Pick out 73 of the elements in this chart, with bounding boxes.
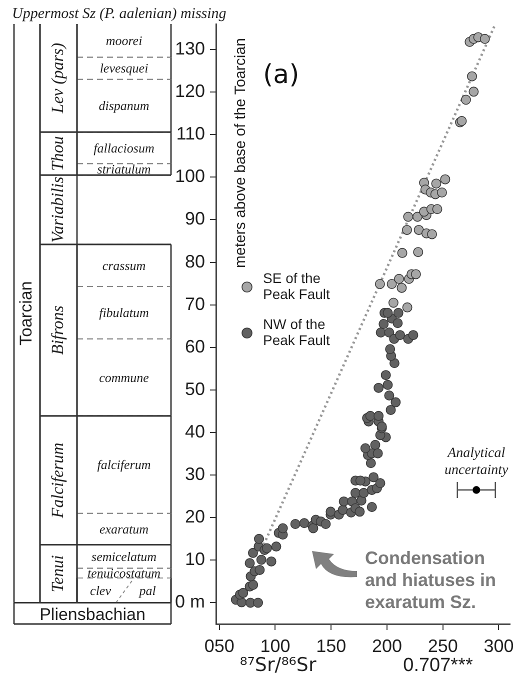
point [436, 188, 447, 198]
y-tick-label: 30 [184, 464, 205, 484]
text: semicelatum [92, 548, 156, 564]
point [388, 298, 398, 308]
point [440, 174, 450, 184]
y-tick-label: 90 [184, 208, 205, 229]
text: commune [99, 370, 150, 385]
y-tick-label: 50 [184, 378, 205, 399]
y-tick-label: 70 [184, 294, 205, 314]
x-tick-label: 300 [484, 636, 514, 656]
point [467, 71, 478, 82]
legend-label: NW of the Peak Fault [263, 316, 330, 348]
text: Bifrons [48, 305, 67, 355]
point [431, 178, 442, 189]
text: Falciferum [48, 442, 67, 520]
point [402, 224, 412, 235]
point [402, 302, 412, 312]
y-tick-label: 60 [184, 336, 205, 356]
point [397, 248, 408, 258]
point [403, 212, 414, 222]
text: levesquei [100, 60, 149, 76]
text: striatulum [97, 162, 151, 177]
text: 0.707*** [403, 655, 474, 676]
annotation: Analytical uncertainty [444, 446, 510, 478]
x-tick-label: 250 [428, 636, 458, 656]
y-tick-label: 130 [174, 38, 205, 58]
point [414, 224, 424, 235]
text: crassum [102, 258, 146, 273]
x-axis-title: ⁸⁷Sr/⁸⁶Sr [240, 654, 316, 676]
text: moorei [106, 33, 143, 48]
text: exaratum [99, 522, 149, 537]
y-tick-label: 100 [174, 166, 205, 186]
point [396, 282, 407, 293]
point [468, 86, 479, 97]
text: (a) [263, 60, 300, 90]
text: Pliensbachian [40, 605, 146, 624]
text: Variabilis [48, 176, 67, 243]
point [394, 274, 404, 284]
text: Thou [48, 136, 67, 172]
point [427, 229, 438, 240]
text: pal [138, 582, 156, 598]
text: Uppermost Sz (P. aalenian) missing [12, 6, 227, 22]
y-tick-label: 120 [174, 81, 205, 102]
point [413, 247, 424, 258]
x-tick-label: 200 [372, 636, 402, 656]
y-tick-label: 20 [184, 506, 205, 527]
text: Lev (pars) [48, 42, 67, 114]
text: dispanum [98, 98, 150, 114]
text: fallaciosum [94, 140, 154, 156]
point [410, 269, 421, 280]
y-tick-label: 80 [184, 251, 205, 272]
y-tick-label: 0 m [174, 592, 205, 612]
y-tick-label: 110 [176, 124, 205, 144]
point [432, 204, 442, 214]
annotation: Condensation and hiatuses in exaratum Sz. [365, 548, 496, 612]
point [460, 94, 471, 105]
legend-label: SE of the Peak Fault [263, 270, 330, 302]
x-tick-label: 150 [316, 636, 346, 656]
y-tick-label: 10 [184, 549, 205, 570]
text: tenuicostatum [88, 566, 160, 581]
y-tick-label: 40 [184, 421, 205, 442]
text: clev [90, 582, 112, 598]
text: falciferum [97, 457, 151, 472]
x-tick-label: 100 [260, 636, 290, 656]
x-tick-label: 050 [204, 636, 234, 656]
text: Toarcian [16, 281, 36, 346]
y-axis-title: meters above base of the Toarcian [232, 38, 250, 268]
point [480, 34, 490, 44]
point [412, 212, 422, 222]
text: fibulatum [99, 305, 149, 320]
point [374, 279, 385, 289]
text: Tenui [48, 554, 67, 592]
point [386, 279, 397, 289]
